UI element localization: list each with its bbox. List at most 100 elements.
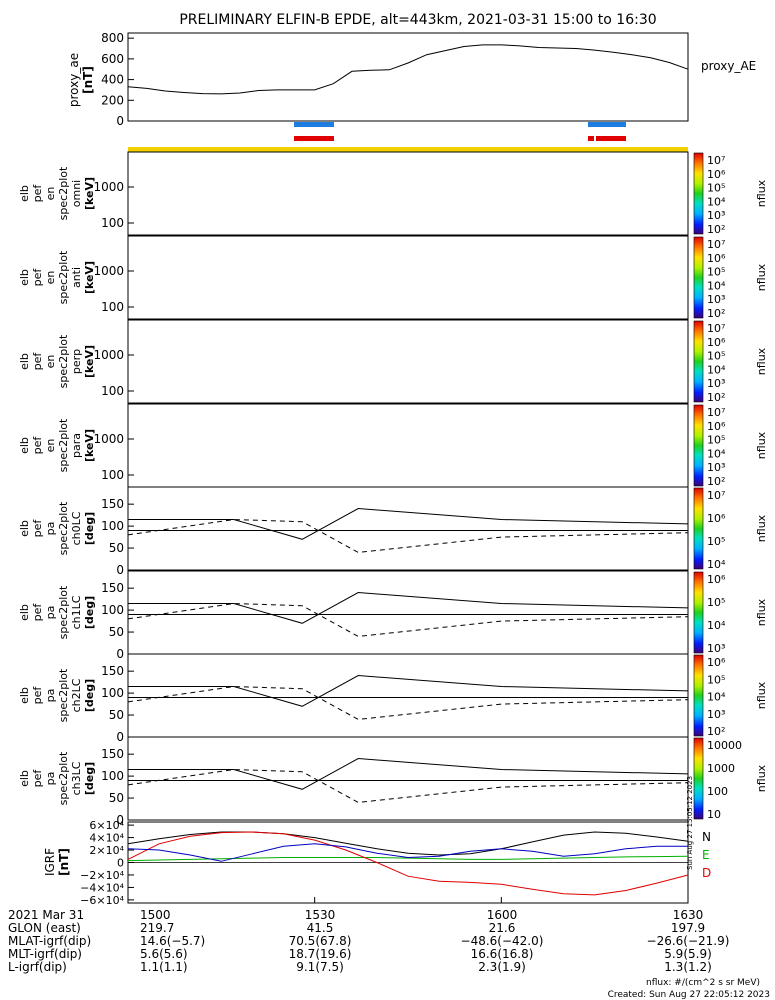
spec-ylabel-line: pef xyxy=(31,519,44,538)
spec-panel-frame xyxy=(127,486,689,571)
xaxis-row-value: 1530 xyxy=(305,908,336,922)
colorbar-label: 10⁴ xyxy=(707,279,726,292)
loss-cone-line xyxy=(128,758,689,790)
spec-panel-frame xyxy=(127,570,689,655)
spec-ylabel-line: elb xyxy=(18,437,31,454)
spec-ylabel-line: pef xyxy=(31,686,44,705)
colorbar xyxy=(693,404,704,487)
colorbar xyxy=(693,236,704,319)
spec-ytick-label: 50 xyxy=(109,625,124,639)
colorbar-label: 10³ xyxy=(707,293,725,306)
colorbar-label: 10⁶ xyxy=(707,656,726,669)
spec-ylabel-line: pef xyxy=(31,352,44,371)
xaxis-row-value: 5.6(5.6) xyxy=(140,947,188,961)
spec-ytick-label: 150 xyxy=(101,497,124,511)
xaxis-row-label: MLAT-igrf(dip) xyxy=(8,934,91,948)
colorbar-label: 10³ xyxy=(707,377,725,390)
colorbar xyxy=(693,320,704,403)
zone-bar-blue-1 xyxy=(294,122,334,127)
colorbar-title: nflux xyxy=(755,431,768,459)
colorbar-label: 10⁷ xyxy=(707,238,725,251)
spec-ylabel-line: elb xyxy=(18,604,31,621)
spec-ytick-label: 100 xyxy=(101,216,124,230)
spec-ylabel-line: [deg] xyxy=(83,679,96,712)
colorbar-label: 10⁵ xyxy=(707,182,725,195)
spec-ylabel-line: pef xyxy=(31,769,44,788)
spec-ytick-label: 150 xyxy=(101,581,124,595)
colorbar-label: 10³ xyxy=(707,209,725,222)
spec-ylabel-line: [keV] xyxy=(83,177,96,210)
spec-ylabel-line: spec2plot xyxy=(57,668,70,722)
colorbar-label: 10² xyxy=(707,223,725,236)
spec-panel-frame xyxy=(127,653,689,738)
xaxis-row-value: 1600 xyxy=(487,908,518,922)
xaxis-row-value: 21.6 xyxy=(489,921,516,935)
spec-ylabel-line: [keV] xyxy=(83,261,96,294)
spec-ylabel-line: elb xyxy=(18,687,31,704)
xaxis-row-value: 5.9(5.9) xyxy=(664,947,712,961)
colorbar-label: 10000 xyxy=(707,739,742,752)
igrf-series-Z xyxy=(127,843,688,862)
spec-panel-6: 0 50 100 150 elb pef pa spec2plot ch1LC [deg] 10⁶ 1… xyxy=(18,570,768,661)
xaxis-row-value: 70.5(67.8) xyxy=(289,934,352,948)
units-note: nflux: #/(cm^2 s sr MeV) xyxy=(646,978,760,988)
anti-loss-cone-line xyxy=(127,769,689,803)
spec-ytick-label: 150 xyxy=(101,747,124,761)
colorbar-label: 1000 xyxy=(707,762,735,775)
spec-ylabel-line: omni xyxy=(70,180,83,207)
colorbar xyxy=(693,487,704,570)
xaxis-row-value: 1.1(1.1) xyxy=(140,960,188,974)
proxy-ae-frame xyxy=(127,32,689,122)
igrf-yunit: [nT] xyxy=(57,848,71,876)
spec-ylabel-line: spec2plot xyxy=(57,501,70,555)
spec-ylabel-line: spec2plot xyxy=(57,751,70,805)
xaxis-row-value: 1630 xyxy=(673,908,704,922)
spec-ylabel-line: en xyxy=(44,355,57,369)
spec-ytick-label: 50 xyxy=(109,791,124,805)
spec-ylabel-line: spec2plot xyxy=(57,334,70,388)
colorbar-label: 10⁵ xyxy=(707,596,725,609)
spec-ylabel-line: anti xyxy=(70,267,83,288)
colorbar-label: 10⁴ xyxy=(707,447,726,460)
spec-ytick-label: 50 xyxy=(109,541,124,555)
spec-ylabel-line: pa xyxy=(44,689,57,703)
spec-ytick-label: 1000 xyxy=(93,180,124,194)
colorbar-label: 10⁶ xyxy=(707,420,726,433)
colorbar-label: 10² xyxy=(707,725,725,738)
spec-ylabel-line: elb xyxy=(18,770,31,787)
spec-ylabel-line: pa xyxy=(44,772,57,786)
spec-ylabel-line: elb xyxy=(18,185,31,202)
proxy-ae-legend: proxy_AE xyxy=(701,59,756,73)
proxy-ae-line xyxy=(127,44,689,95)
spec-ylabel-line: en xyxy=(44,187,57,201)
colorbar-label: 10⁶ xyxy=(707,336,726,349)
colorbar-title: nflux xyxy=(755,764,768,792)
colorbar xyxy=(693,571,704,654)
spec-ylabel-line: ch1LC xyxy=(70,595,83,629)
anti-loss-cone-line xyxy=(127,519,689,553)
colorbar-label: 10⁵ xyxy=(707,350,725,363)
xaxis-row-label: GLON (east) xyxy=(8,921,81,935)
igrf-ytick-label: −4×10⁴ xyxy=(80,881,124,894)
spec-ylabel-line: pef xyxy=(31,268,44,287)
igrf-ytick-label: 0 xyxy=(117,857,124,870)
igrf-series-E xyxy=(127,855,689,862)
spec-panel-frame xyxy=(127,736,689,821)
spec-ytick-label: 1000 xyxy=(93,348,124,362)
igrf-legend-D: D xyxy=(702,866,711,880)
spec-ylabel-line: ch3LC xyxy=(70,761,83,795)
colorbar-label: 10⁴ xyxy=(707,558,726,571)
proxy-ae-ytick-label: 800 xyxy=(101,31,124,45)
spec-ytick-label: 50 xyxy=(109,708,124,722)
colorbar-label: 10³ xyxy=(707,642,725,655)
xaxis-row-value: 197.9 xyxy=(671,921,705,935)
loss-cone-line xyxy=(128,508,689,540)
spec-panel-frame xyxy=(127,319,689,404)
spec-ytick-label: 1000 xyxy=(93,264,124,278)
colorbar-label: 10⁴ xyxy=(707,363,726,376)
spec-panel-frame xyxy=(127,403,689,488)
